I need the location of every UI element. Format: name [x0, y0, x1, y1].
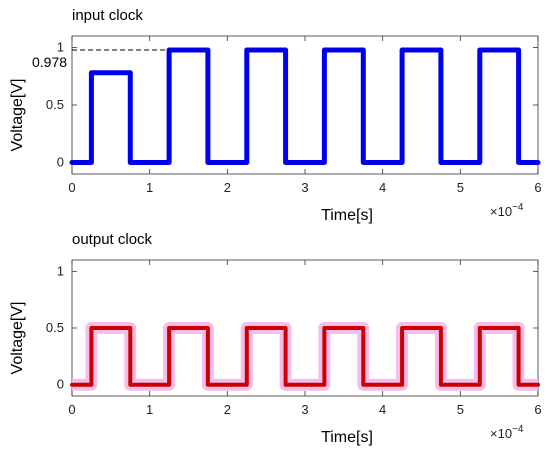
chart-title: input clock	[72, 7, 143, 24]
x-tick-label: 2	[224, 180, 231, 195]
x-tick-label: 0	[68, 180, 75, 195]
series-line-1	[69, 47, 541, 165]
plot-frame	[71, 259, 539, 397]
x-axis-label: Time[s]	[321, 429, 373, 446]
x-tick-label: 1	[146, 402, 153, 417]
y-axis-label: Voltage[V]	[9, 302, 26, 375]
x-tick-label: 6	[534, 402, 541, 417]
y-tick-label: 0.5	[46, 97, 64, 112]
x-tick-label: 5	[457, 402, 464, 417]
y-tick-label: 0	[57, 377, 64, 392]
x-tick-label: 4	[379, 180, 386, 195]
x-multiplier-exponent: −4	[512, 202, 524, 213]
chart-panel-2: output clock 0 1 2 3 4 5 6 0 0.5 1 Time[s] Voltage[V…	[9, 231, 542, 446]
chart-panel-1: input clock 0 1 2 3 4 5 6 0 0.5 1 Time[s] Voltage[V]…	[9, 7, 542, 224]
x-tick-label: 1	[146, 180, 153, 195]
annotation-label: 0.978	[32, 54, 67, 70]
x-tick-label: 2	[224, 402, 231, 417]
x-tick-label: 6	[534, 180, 541, 195]
series-line-1	[70, 326, 540, 387]
y-tick-label: 1	[57, 263, 64, 278]
x-tick-label: 3	[301, 402, 308, 417]
x-tick-label: 0	[68, 402, 75, 417]
x-tick-label: 4	[379, 402, 386, 417]
x-tick-label: 3	[301, 180, 308, 195]
x-multiplier-label: ×10−4	[490, 202, 524, 219]
plot-frame	[71, 35, 539, 175]
x-axis-label: Time[s]	[321, 207, 373, 224]
y-tick-label: 0	[57, 155, 64, 170]
x-multiplier-label: ×10−4	[490, 424, 524, 441]
series-line-glow	[72, 322, 538, 391]
y-tick-label: 0.5	[46, 320, 64, 335]
y-axis-label: Voltage[V]	[9, 79, 26, 152]
x-tick-label: 5	[457, 180, 464, 195]
x-multiplier-exponent: −4	[512, 424, 524, 435]
chart-title: output clock	[72, 231, 153, 248]
y-tick-label: 1	[57, 40, 64, 55]
